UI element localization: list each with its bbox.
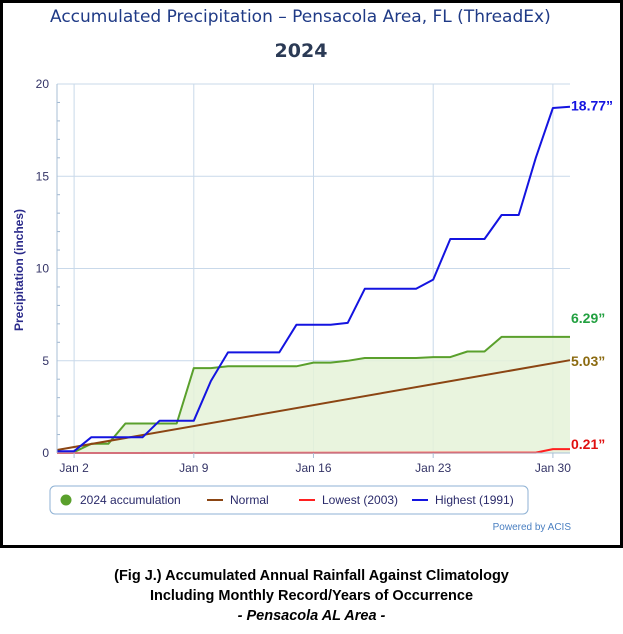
series-area-2024-accumulation: [57, 336, 570, 453]
legend-label: 2024 accumulation: [80, 493, 181, 507]
acis-credit: Powered by ACIS: [493, 522, 572, 533]
end-label: 0.21”: [571, 436, 605, 452]
end-label: 5.03”: [571, 353, 605, 369]
legend-label: Normal: [230, 493, 269, 507]
legend-box: [49, 485, 529, 515]
series-line-highest-1991: [57, 105, 571, 453]
end-label: 18.77”: [571, 98, 613, 114]
legend-label: Highest (1991): [435, 493, 514, 507]
y-axis-label: Precipitation (inches): [12, 209, 26, 331]
y-tick-label: 10: [36, 262, 50, 276]
series-line-2024-accumulation: [57, 335, 570, 454]
axes: 0 5 10 15 20 Jan 2 Jan 9 Jan 16 Jan 23 Jan 30: [36, 77, 572, 475]
y-tick-label: 15: [36, 169, 50, 183]
x-tick-label: Jan 30: [535, 461, 571, 475]
caption-line-1: (Fig J.) Accumulated Annual Rainfall Aga…: [114, 568, 509, 584]
y-tick-label: 5: [42, 354, 49, 368]
gridlines: [57, 83, 570, 454]
end-label: 6.29”: [571, 310, 605, 326]
chart-svg: Accumulated Precipitation – Pensacola Ar…: [12, 7, 613, 533]
x-tick-label: Jan 23: [415, 461, 451, 475]
end-labels: 18.77” 6.29” 5.03” 0.21”: [571, 98, 613, 452]
figure-caption: (Fig J.) Accumulated Annual Rainfall Aga…: [0, 566, 623, 626]
y-tick-label: 0: [42, 446, 49, 460]
caption-line-3: - Pensacola AL Area -: [237, 608, 386, 624]
x-tick-label: Jan 9: [179, 461, 209, 475]
x-tick-label: Jan 2: [59, 461, 89, 475]
chart-subtitle: 2024: [275, 40, 328, 62]
legend: 2024 accumulation Normal Lowest (2003) High…: [49, 485, 529, 515]
legend-label: Lowest (2003): [322, 493, 398, 507]
y-tick-label: 20: [36, 77, 50, 91]
legend-swatch: [60, 494, 72, 506]
x-tick-label: Jan 16: [295, 461, 331, 475]
caption-line-2: Including Monthly Record/Years of Occurr…: [149, 588, 474, 604]
series-line-normal: [56, 359, 571, 451]
chart-title: Accumulated Precipitation – Pensacola Ar…: [50, 7, 551, 27]
